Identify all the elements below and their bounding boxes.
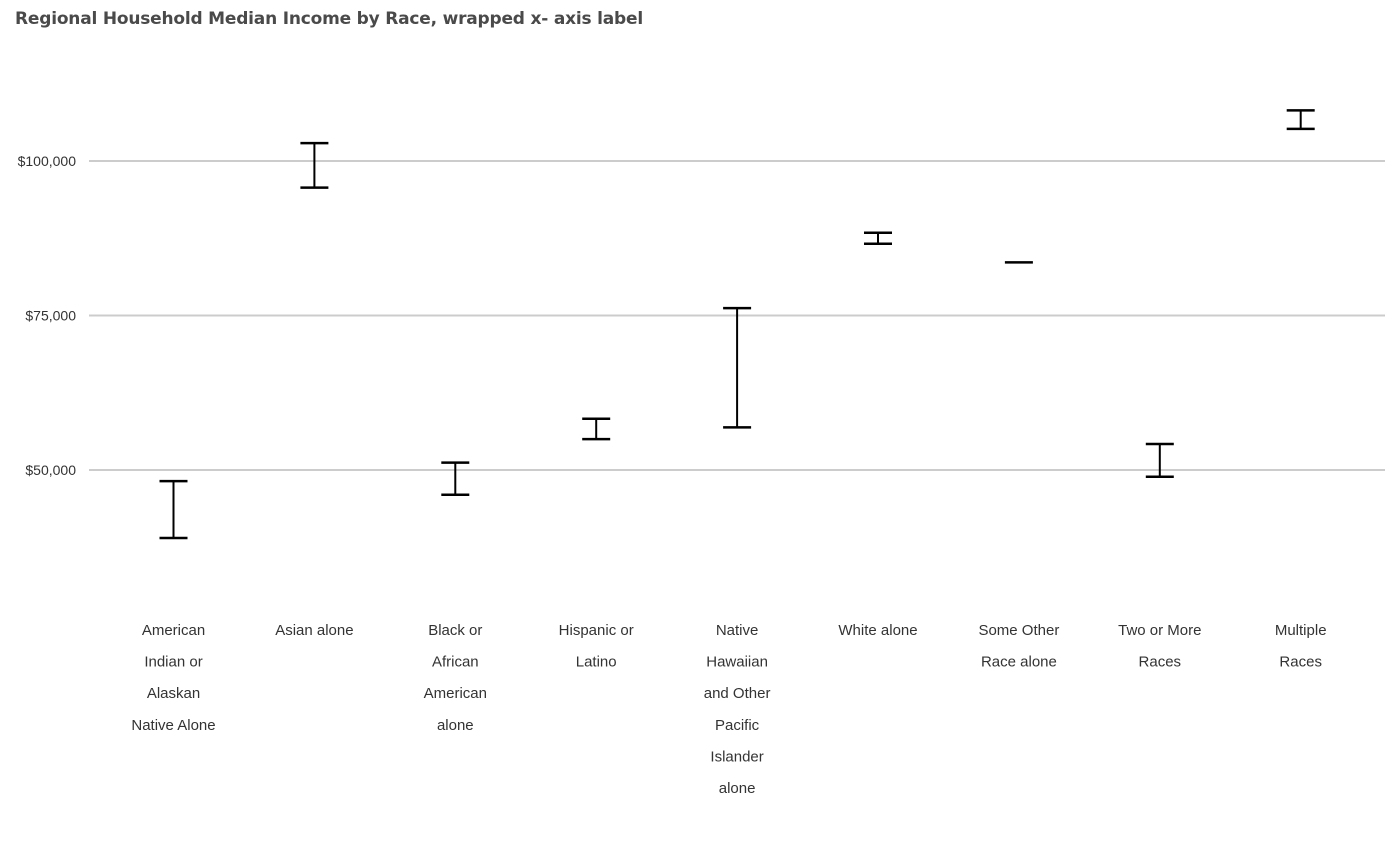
x-category-label-line: American bbox=[424, 685, 487, 702]
x-category-label-line: and Other bbox=[704, 685, 771, 702]
error-bar bbox=[441, 461, 470, 496]
x-category-label-line: Multiple bbox=[1275, 622, 1327, 639]
x-category-label: White alone bbox=[838, 622, 917, 639]
x-category-label-line: Races bbox=[1279, 654, 1322, 671]
chart-title: Regional Household Median Income by Race… bbox=[15, 9, 643, 29]
x-category-label: Some Other Race alone bbox=[978, 622, 1059, 671]
x-category-label: Native Hawaiian and Other Pacific Islander al… bbox=[704, 622, 771, 797]
y-axis-tick-labels: $50,000 $75,000 $100,000 bbox=[18, 153, 77, 478]
error-bar bbox=[159, 479, 188, 540]
x-category-label-line: African bbox=[432, 654, 479, 671]
x-category-label-line: Some Other bbox=[978, 622, 1059, 639]
x-category-label-line: Islander bbox=[710, 748, 763, 765]
x-category-label-line: Races bbox=[1139, 654, 1182, 671]
x-category-label: Black or African American alone bbox=[424, 622, 487, 734]
x-category-label-line: alone bbox=[719, 780, 756, 797]
x-category-label-line: Asian alone bbox=[275, 622, 353, 639]
y-tick-label: $50,000 bbox=[25, 462, 76, 478]
x-category-label: Two or More Races bbox=[1118, 622, 1201, 671]
x-category-label: American Indian or Alaskan Native Alone bbox=[131, 622, 215, 734]
x-category-label-line: Indian or bbox=[144, 654, 202, 671]
x-category-label-line: Hawaiian bbox=[706, 654, 768, 671]
y-tick-label: $100,000 bbox=[18, 153, 77, 169]
x-category-label: Asian alone bbox=[275, 622, 353, 639]
x-category-label: Hispanic or Latino bbox=[559, 622, 634, 671]
x-category-label-line: Pacific bbox=[715, 717, 760, 734]
x-category-label-line: Native Alone bbox=[131, 717, 215, 734]
y-tick-label: $75,000 bbox=[25, 308, 76, 324]
x-category-label-line: Race alone bbox=[981, 654, 1057, 671]
x-category-label-line: White alone bbox=[838, 622, 917, 639]
error-bars bbox=[159, 109, 1315, 540]
x-category-label-line: Hispanic or bbox=[559, 622, 634, 639]
error-bar bbox=[300, 141, 329, 189]
error-bar bbox=[582, 417, 611, 441]
error-bar bbox=[723, 306, 752, 429]
x-category-label-line: Alaskan bbox=[147, 685, 200, 702]
error-bar bbox=[1145, 442, 1174, 479]
x-axis-category-labels: American Indian or Alaskan Native Alone Asia… bbox=[131, 622, 1326, 797]
x-category-label-line: Latino bbox=[576, 654, 617, 671]
x-category-label-line: Native bbox=[716, 622, 759, 639]
x-category-label-line: Black or bbox=[428, 622, 482, 639]
error-bar bbox=[864, 231, 892, 246]
x-category-label-line: Two or More bbox=[1118, 622, 1201, 639]
error-bar bbox=[1286, 109, 1315, 131]
x-category-label-line: alone bbox=[437, 717, 474, 734]
x-category-label: Multiple Races bbox=[1275, 622, 1327, 671]
x-category-label-line: American bbox=[142, 622, 205, 639]
